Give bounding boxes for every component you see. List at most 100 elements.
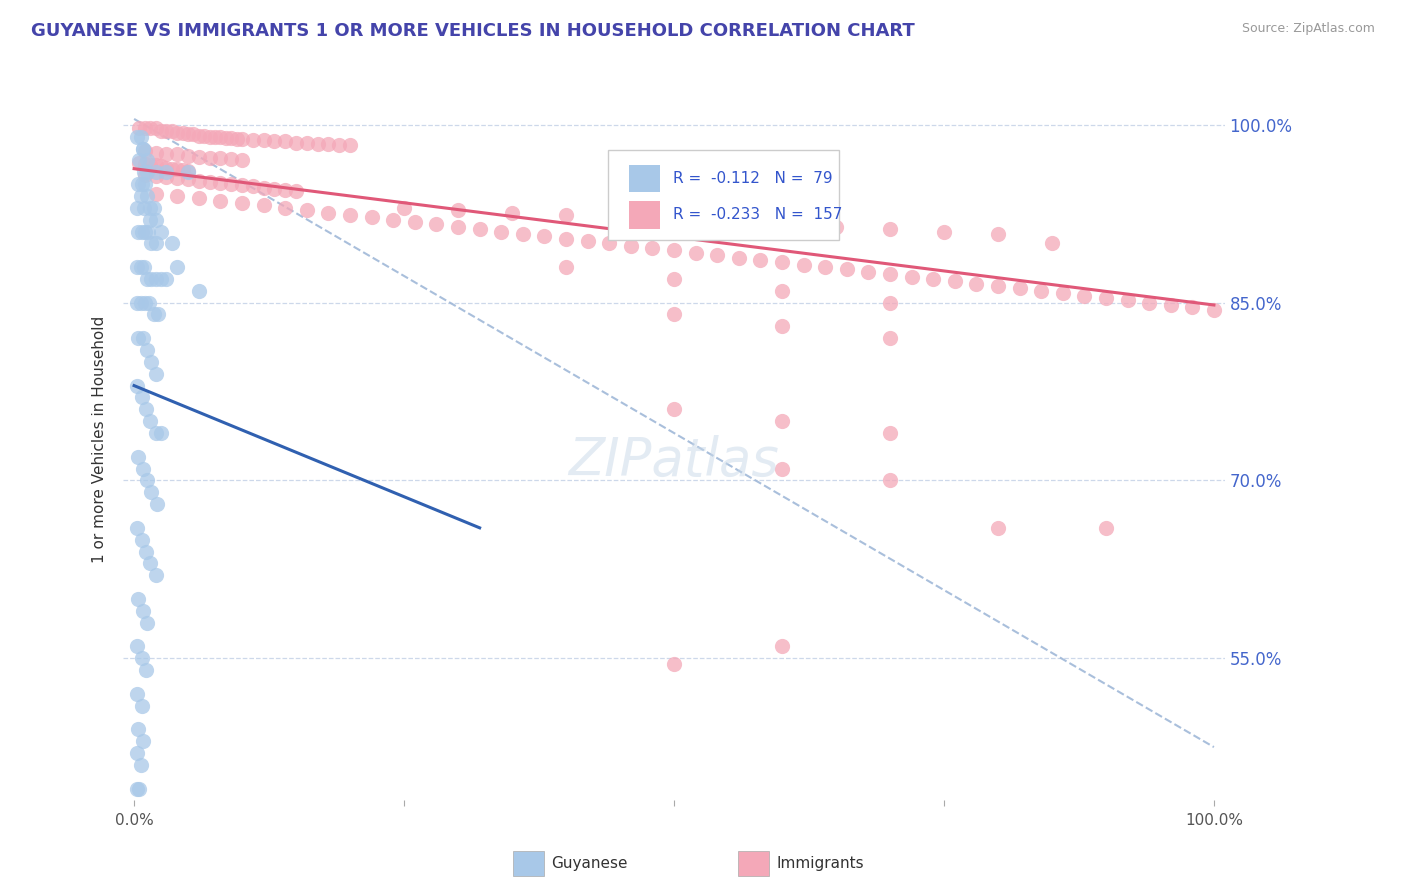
Point (382, 212, 405, 227)
Point (129, 757, 152, 772)
Point (183, 128, 205, 142)
Point (1095, 291, 1118, 305)
Point (150, 225, 173, 239)
Point (274, 135, 297, 149)
Point (146, 308, 169, 322)
Point (263, 135, 285, 149)
Point (141, 236, 163, 251)
Point (609, 211, 631, 225)
Point (135, 663, 157, 677)
Point (879, 331, 901, 345)
Point (132, 201, 155, 215)
Point (662, 244, 685, 258)
Point (1160, 298, 1182, 312)
Point (150, 159, 173, 173)
Point (145, 236, 167, 251)
Point (404, 215, 426, 229)
Point (128, 155, 150, 169)
Point (662, 402, 685, 417)
Point (141, 485, 163, 500)
Point (770, 640, 793, 654)
FancyBboxPatch shape (607, 150, 839, 240)
Point (166, 126, 188, 140)
Point (134, 168, 156, 182)
Point (706, 248, 728, 262)
Point (155, 147, 177, 161)
Point (166, 171, 188, 186)
Point (132, 142, 155, 156)
Point (879, 222, 901, 236)
Point (770, 218, 793, 232)
Point (1116, 293, 1139, 308)
Point (662, 657, 685, 672)
Point (127, 640, 149, 654)
Point (219, 152, 242, 166)
Point (943, 274, 966, 288)
Point (1181, 301, 1204, 315)
Point (139, 414, 162, 428)
Point (858, 265, 880, 279)
Point (160, 236, 183, 251)
Point (127, 225, 149, 239)
Point (263, 182, 285, 196)
Point (150, 124, 173, 138)
Point (253, 198, 276, 212)
Point (129, 129, 152, 144)
Point (1031, 284, 1053, 298)
Point (127, 260, 149, 274)
Point (131, 651, 153, 665)
Point (128, 121, 150, 136)
Point (132, 331, 155, 345)
Point (770, 319, 793, 334)
Point (139, 121, 162, 136)
Point (145, 568, 167, 582)
Point (339, 138, 361, 153)
Point (770, 461, 793, 475)
Point (134, 144, 156, 158)
Point (177, 128, 200, 142)
Point (641, 241, 664, 255)
Point (127, 331, 149, 345)
Point (253, 133, 276, 147)
Point (166, 161, 188, 176)
Point (131, 177, 153, 191)
Point (1095, 521, 1118, 535)
Point (145, 158, 167, 172)
Point (136, 225, 159, 239)
Point (134, 177, 156, 191)
Point (145, 165, 167, 179)
Point (139, 557, 162, 571)
Point (155, 169, 177, 184)
Point (900, 269, 922, 284)
Point (793, 258, 815, 272)
Point (138, 295, 160, 310)
Point (231, 132, 253, 146)
Point (145, 186, 167, 201)
Point (177, 149, 200, 163)
Point (555, 260, 578, 274)
Y-axis label: 1 or more Vehicles in Household: 1 or more Vehicles in Household (93, 315, 107, 563)
Point (127, 687, 149, 701)
Point (879, 267, 901, 281)
Point (198, 175, 221, 189)
Point (145, 146, 167, 161)
Point (131, 533, 153, 547)
Point (555, 208, 578, 222)
Point (770, 284, 793, 298)
Point (166, 147, 188, 161)
Text: R =  -0.112   N =  79: R = -0.112 N = 79 (673, 171, 832, 186)
Point (127, 521, 149, 535)
Point (219, 131, 242, 145)
Point (285, 136, 308, 150)
Point (1008, 281, 1031, 295)
Point (533, 229, 555, 244)
Point (295, 136, 318, 150)
FancyBboxPatch shape (628, 201, 659, 228)
Point (215, 131, 238, 145)
Point (127, 295, 149, 310)
Point (134, 295, 156, 310)
Point (512, 227, 534, 241)
Point (1202, 302, 1225, 317)
Point (209, 194, 232, 208)
Point (318, 205, 340, 219)
